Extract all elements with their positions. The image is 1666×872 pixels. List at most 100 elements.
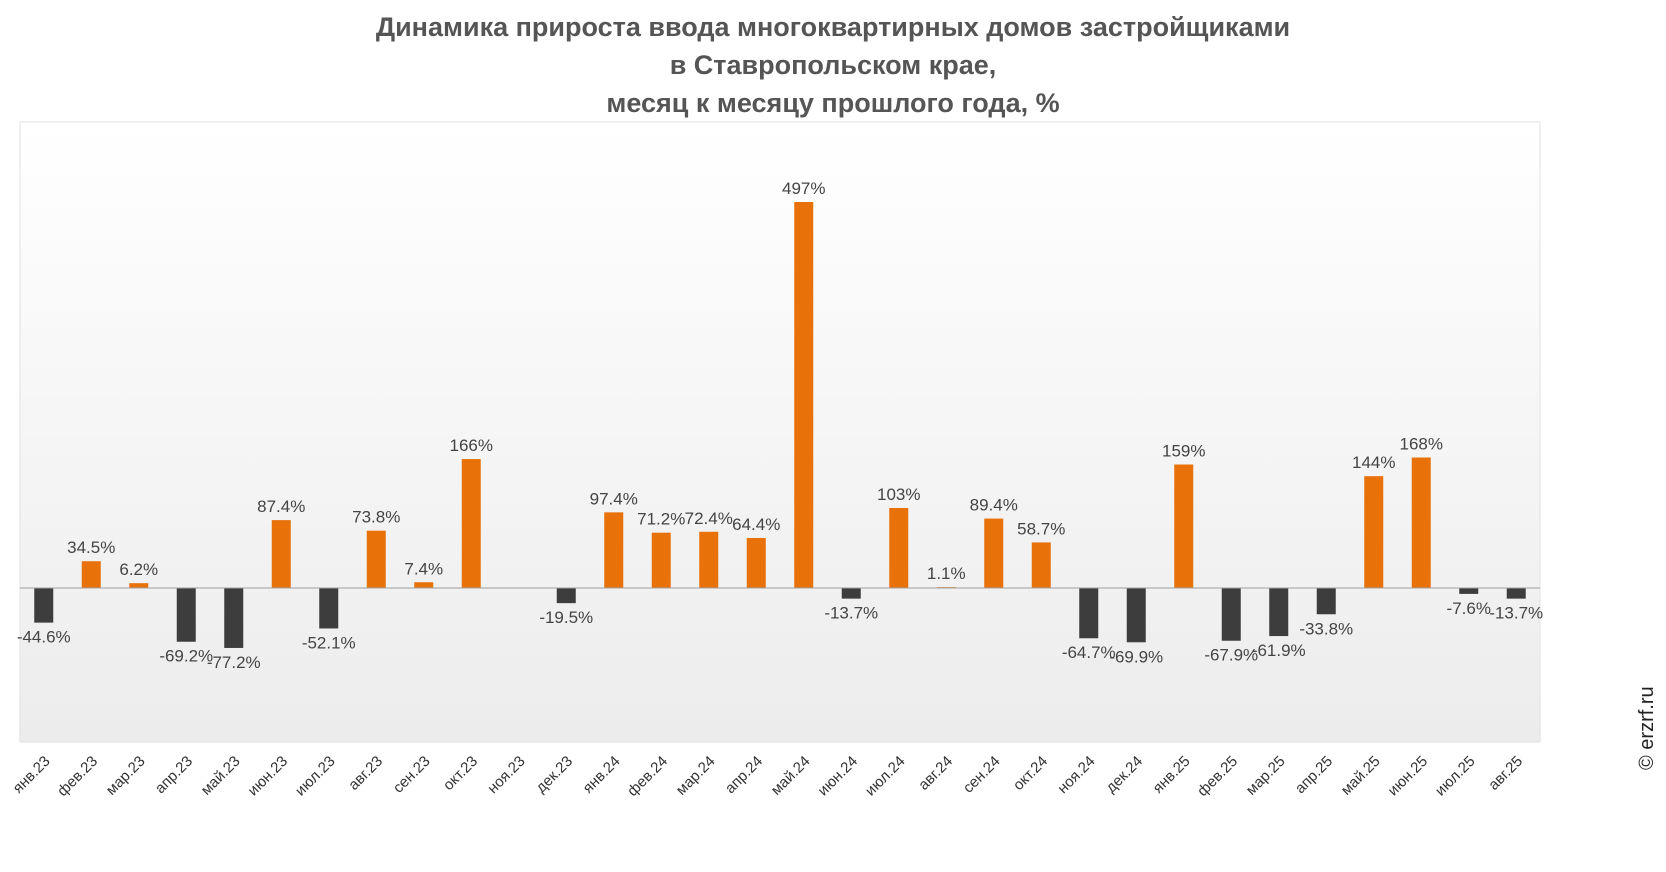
data-label: -13.7%	[824, 604, 878, 623]
x-tick-label: авг.23	[345, 753, 386, 794]
x-tick-label: ноя.24	[1054, 753, 1098, 797]
x-tick-label: янв.23	[10, 753, 54, 797]
chart-title: Динамика прироста ввода многоквартирных …	[0, 8, 1666, 122]
data-label: -33.8%	[1299, 619, 1353, 638]
bar	[794, 202, 814, 588]
data-label: 64.4%	[732, 515, 780, 534]
bar	[604, 512, 624, 588]
bar	[984, 518, 1004, 588]
x-tick-label: июл.24	[862, 753, 909, 800]
bar	[1316, 588, 1336, 615]
bar	[414, 582, 434, 588]
data-label: 6.2%	[119, 560, 158, 579]
x-tick-label: сен.24	[960, 753, 1004, 797]
data-label: 34.5%	[67, 538, 115, 557]
bar	[1269, 588, 1289, 637]
plot-area	[19, 121, 1541, 743]
bar	[1221, 588, 1241, 641]
data-label: -19.5%	[539, 608, 593, 627]
bar	[129, 583, 149, 588]
x-tick-label: дек.23	[533, 753, 576, 796]
bar	[841, 588, 861, 599]
bar	[889, 508, 909, 588]
x-tick-label: июн.24	[815, 753, 862, 800]
bar	[271, 520, 291, 588]
data-label: 1.1%	[927, 564, 966, 583]
watermark: © erzrf.ru	[1636, 686, 1658, 770]
x-tick-label: мар.24	[673, 753, 719, 799]
data-label: -69.2%	[159, 647, 213, 666]
bar	[1031, 542, 1051, 588]
data-label: 72.4%	[685, 509, 733, 528]
data-label: -69.9%	[1109, 647, 1163, 666]
x-tick-label: янв.25	[1150, 753, 1194, 797]
bar	[1459, 588, 1479, 594]
x-tick-label: окт.24	[1010, 753, 1051, 794]
bar	[34, 588, 54, 623]
data-label: 497%	[782, 179, 825, 198]
bar	[176, 588, 196, 642]
data-label: -61.9%	[1252, 641, 1306, 660]
x-tick-label: июн.23	[245, 753, 292, 800]
x-tick-label: май.25	[1338, 753, 1384, 799]
x-tick-label: июл.25	[1432, 753, 1479, 800]
x-tick-label: фев.24	[624, 753, 671, 800]
x-tick-label: фев.25	[1194, 753, 1241, 800]
x-tick-label: июл.23	[292, 753, 339, 800]
bar	[1411, 457, 1431, 588]
x-tick-label: окт.23	[440, 753, 481, 794]
x-tick-label: май.24	[768, 753, 814, 799]
data-label: -52.1%	[302, 633, 356, 652]
data-label: 87.4%	[257, 497, 305, 516]
bar	[461, 459, 481, 588]
data-label: 71.2%	[637, 510, 685, 529]
x-tick-label: дек.24	[1103, 753, 1146, 796]
bar	[1174, 464, 1194, 588]
data-label: 166%	[450, 436, 493, 455]
x-tick-label: авг.25	[1485, 753, 1526, 794]
bar	[1506, 588, 1526, 599]
data-label: -13.7%	[1489, 604, 1543, 623]
x-tick-label: янв.24	[580, 753, 624, 797]
bar	[1364, 476, 1384, 588]
bar	[319, 588, 339, 629]
x-tick-label: авг.24	[915, 753, 956, 794]
bar	[556, 588, 576, 604]
x-tick-label: апр.23	[152, 753, 196, 797]
data-label: -67.9%	[1204, 646, 1258, 665]
x-tick-label: июн.25	[1385, 753, 1432, 800]
data-label: 73.8%	[352, 508, 400, 527]
bar	[746, 537, 766, 588]
data-label: 89.4%	[970, 496, 1018, 515]
data-label: 97.4%	[590, 489, 638, 508]
bar	[224, 588, 244, 648]
data-label: -44.6%	[17, 628, 71, 647]
bar	[1126, 588, 1146, 643]
data-label: -64.7%	[1062, 643, 1116, 662]
bar	[1079, 588, 1099, 639]
x-tick-label: мар.25	[1243, 753, 1289, 799]
data-label: 58.7%	[1017, 519, 1065, 538]
x-tick-label: ноя.23	[484, 753, 528, 797]
bar	[81, 561, 101, 588]
bar	[651, 532, 671, 588]
data-label: 103%	[877, 485, 920, 504]
x-tick-label: мар.23	[103, 753, 149, 799]
x-tick-label: сен.23	[390, 753, 434, 797]
data-label: -7.6%	[1447, 599, 1491, 618]
chart-title-line: Динамика прироста ввода многоквартирных …	[375, 12, 1291, 42]
chart-title-line: в Ставропольском крае,	[669, 50, 997, 80]
data-label: 159%	[1162, 442, 1205, 461]
chart-title-line: месяц к месяцу прошлого года, %	[606, 88, 1060, 118]
data-label: -77.2%	[207, 653, 261, 672]
data-label: 7.4%	[404, 559, 443, 578]
data-label: 144%	[1352, 453, 1395, 472]
x-tick-label: апр.24	[722, 753, 766, 797]
x-tick-label: фев.23	[54, 753, 101, 800]
x-tick-label: май.23	[198, 753, 244, 799]
bar	[366, 530, 386, 588]
data-label: 168%	[1400, 435, 1443, 454]
x-tick-label: апр.25	[1292, 753, 1336, 797]
bar	[699, 531, 719, 588]
